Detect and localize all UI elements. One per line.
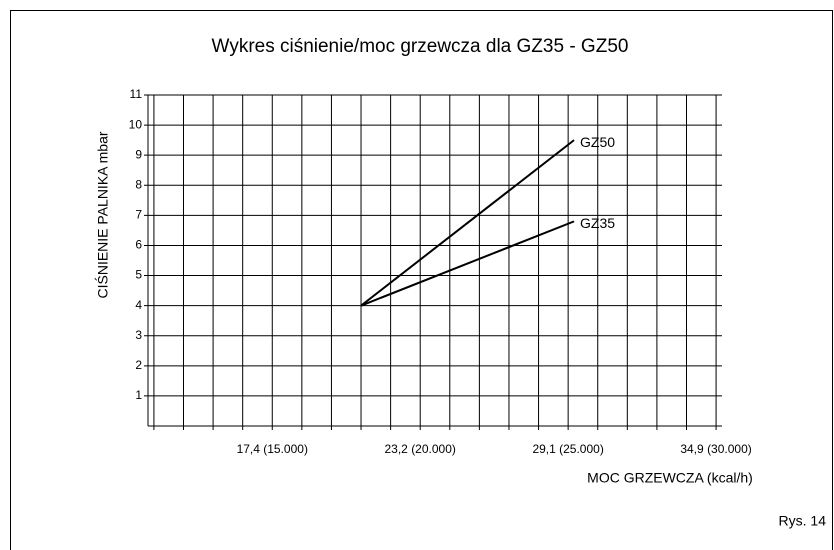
y-tick-label: 11: [130, 87, 143, 101]
x-tick-label: 17,4 (15.000): [237, 442, 308, 456]
y-tick-label: 2: [135, 358, 142, 372]
legend-label: GZ50: [580, 134, 615, 150]
y-tick-label: 9: [135, 147, 142, 161]
figure-label: Rys. 14: [779, 513, 827, 529]
frame: [10, 10, 833, 550]
y-tick-label: 10: [129, 117, 143, 131]
x-tick-label: 29,1 (25.000): [532, 442, 603, 456]
legend-label: GZ35: [580, 215, 615, 231]
series-line: [360, 139, 575, 307]
x-tick-label: 23,2 (20.000): [385, 442, 456, 456]
y-axis-label: CIŚNIENIE PALNIKA mbar: [94, 131, 111, 298]
series-line: [360, 220, 575, 307]
y-tick-label: 7: [135, 208, 142, 222]
chart-title: Wykres ciśnienie/moc grzewcza dla GZ35 -…: [212, 36, 629, 57]
x-axis-label: MOC GRZEWCZA (kcal/h): [587, 470, 753, 486]
y-tick-label: 6: [135, 238, 142, 252]
y-tick-label: 1: [135, 388, 142, 402]
x-tick-label: 34,9 (30.000): [680, 442, 751, 456]
y-tick-label: 4: [135, 298, 142, 312]
y-tick-label: 8: [135, 177, 142, 191]
y-tick-label: 5: [135, 268, 142, 282]
y-tick-label: 3: [135, 328, 142, 342]
